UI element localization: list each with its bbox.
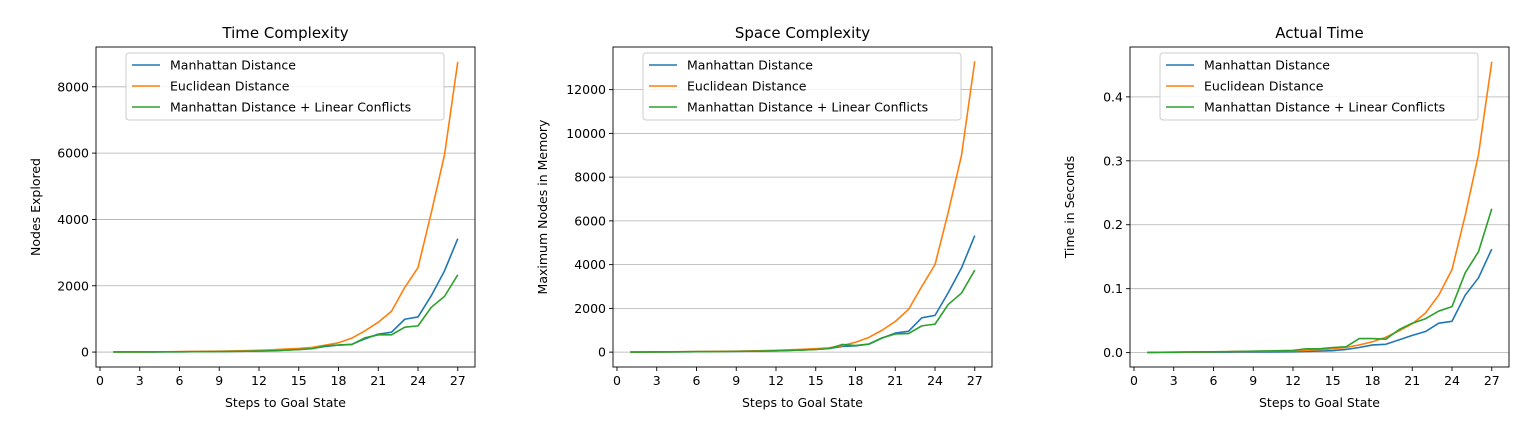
legend-label: Euclidean Distance xyxy=(687,79,807,94)
axes-frame xyxy=(95,46,476,368)
legend-box xyxy=(642,52,962,121)
chart-title: Actual Time xyxy=(1275,24,1363,42)
x-tick-label: 12 xyxy=(768,373,784,388)
legend: Manhattan Distance Euclidean Distance Manh… xyxy=(125,52,445,121)
x-tick-label: 24 xyxy=(410,373,426,388)
series-line-manhattan-distance xyxy=(630,235,976,353)
x-tick-label: 18 xyxy=(331,373,347,388)
x-tick-label: 24 xyxy=(927,373,943,388)
y-tick-label: 0.2 xyxy=(1103,217,1123,232)
x-tick-label: 24 xyxy=(1444,373,1460,388)
legend-label: Manhattan Distance xyxy=(170,58,296,73)
legend-label: Manhattan Distance + Linear Conflicts xyxy=(170,100,411,115)
x-tick-label: 6 xyxy=(176,373,184,388)
y-tick-label: 2000 xyxy=(57,278,89,293)
y-axis-label: Maximum Nodes in Memory xyxy=(535,119,550,294)
y-tick-label: 6000 xyxy=(57,146,89,161)
x-tick-label: 6 xyxy=(1210,373,1218,388)
x-axis-label: Steps to Goal State xyxy=(1259,395,1380,410)
x-tick-label: 3 xyxy=(653,373,661,388)
x-tick-label: 3 xyxy=(136,373,144,388)
y-tick-label: 0 xyxy=(598,345,606,360)
legend-label: Euclidean Distance xyxy=(1204,79,1324,94)
x-tick-label: 18 xyxy=(1365,373,1381,388)
x-tick-label: 3 xyxy=(1170,373,1178,388)
series-line-manhattan-distance-linear-conflicts xyxy=(113,274,459,353)
x-tick-label: 9 xyxy=(215,373,223,388)
x-tick-label: 0 xyxy=(96,373,104,388)
series-line-manhattan-distance xyxy=(1147,248,1493,354)
legend: Manhattan Distance Euclidean Distance Manh… xyxy=(1159,52,1479,121)
y-tick-label: 4000 xyxy=(574,257,606,272)
subplot-actual-time: 0 3 6 9 12 15 18 21 24 27 0.0 0.1 0.2 0.3 0.4 Actual Ti… xyxy=(1062,24,1510,410)
x-tick-label: 12 xyxy=(1285,373,1301,388)
y-tick-label: 0.4 xyxy=(1103,89,1123,104)
y-axis-label: Time in Seconds xyxy=(1062,156,1077,259)
y-tick-label: 12000 xyxy=(566,82,606,97)
subplot-time-complexity: 0 3 6 9 12 15 18 21 24 27 0 2000 4000 6000 8000 Time Co… xyxy=(28,24,476,410)
x-tick-label: 0 xyxy=(1130,373,1138,388)
x-tick-label: 15 xyxy=(291,373,307,388)
series-line-manhattan-distance-linear-conflicts xyxy=(630,269,976,353)
axes-frame xyxy=(1129,46,1510,368)
x-tick-label: 15 xyxy=(1325,373,1341,388)
legend-label: Manhattan Distance + Linear Conflicts xyxy=(687,100,928,115)
x-tick-label: 21 xyxy=(887,373,903,388)
legend-box xyxy=(1159,52,1479,121)
subplot-space-complexity: 0 3 6 9 12 15 18 21 24 27 0 2000 4000 6000 8000 10000 12… xyxy=(535,24,993,410)
y-tick-label: 0.0 xyxy=(1103,345,1123,360)
y-tick-label: 0.1 xyxy=(1103,281,1123,296)
x-tick-label: 6 xyxy=(693,373,701,388)
y-tick-label: 10000 xyxy=(566,126,606,141)
x-tick-label: 9 xyxy=(1249,373,1257,388)
legend-label: Euclidean Distance xyxy=(170,79,290,94)
legend-label: Manhattan Distance xyxy=(687,58,813,73)
x-tick-label: 21 xyxy=(1404,373,1420,388)
y-axis-label: Nodes Explored xyxy=(28,158,43,256)
axes-frame xyxy=(612,46,993,368)
legend-label: Manhattan Distance + Linear Conflicts xyxy=(1204,100,1445,115)
y-tick-label: 0 xyxy=(81,345,89,360)
x-axis-label: Steps to Goal State xyxy=(742,395,863,410)
chart-title: Space Complexity xyxy=(735,24,870,42)
x-tick-label: 27 xyxy=(967,373,983,388)
y-tick-label: 6000 xyxy=(574,213,606,228)
legend: Manhattan Distance Euclidean Distance Manh… xyxy=(642,52,962,121)
x-tick-label: 18 xyxy=(848,373,864,388)
chart-title: Time Complexity xyxy=(221,24,348,42)
y-tick-label: 4000 xyxy=(57,212,89,227)
legend-box xyxy=(125,52,445,121)
x-tick-label: 9 xyxy=(732,373,740,388)
legend-label: Manhattan Distance xyxy=(1204,58,1330,73)
x-tick-label: 27 xyxy=(450,373,466,388)
x-tick-label: 15 xyxy=(808,373,824,388)
series-line-manhattan-distance-linear-conflicts xyxy=(1147,208,1493,354)
x-tick-label: 12 xyxy=(251,373,267,388)
x-tick-label: 21 xyxy=(370,373,386,388)
y-tick-label: 0.3 xyxy=(1103,153,1123,168)
y-tick-label: 8000 xyxy=(574,170,606,185)
series-line-manhattan-distance xyxy=(113,238,459,353)
x-tick-label: 0 xyxy=(613,373,621,388)
x-axis-label: Steps to Goal State xyxy=(225,395,346,410)
x-tick-label: 27 xyxy=(1484,373,1500,388)
y-tick-label: 2000 xyxy=(574,301,606,316)
y-tick-label: 8000 xyxy=(57,79,89,94)
